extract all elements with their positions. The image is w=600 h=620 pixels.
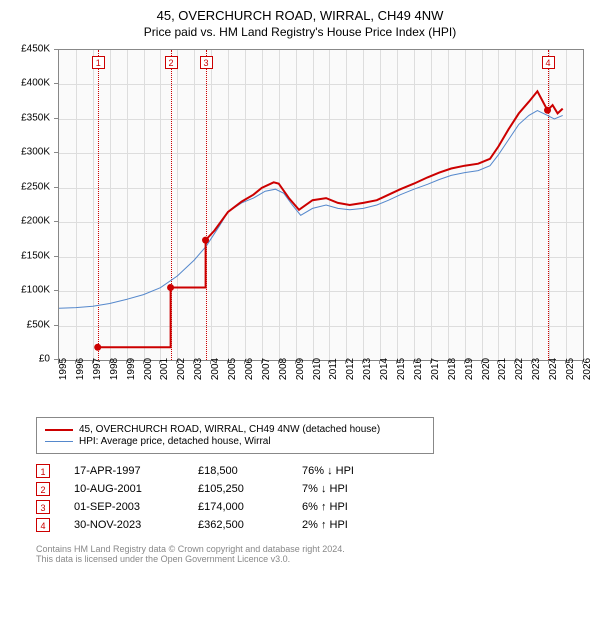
x-axis-label: 2023 (531, 358, 542, 380)
sale-row-price: £105,250 (198, 483, 278, 495)
sale-row: 2 10-AUG-2001 £105,250 7% ↓ HPI (36, 482, 592, 496)
sale-row-pct-vs-hpi: 76% ↓ HPI (302, 465, 392, 477)
x-axis-label: 2021 (497, 358, 508, 380)
legend-swatch (45, 429, 73, 431)
sale-row: 4 30-NOV-2023 £362,500 2% ↑ HPI (36, 518, 592, 532)
sale-row-date: 30-NOV-2023 (74, 519, 174, 531)
x-axis-label: 2019 (464, 358, 475, 380)
y-axis-label: £200K (21, 216, 50, 227)
y-axis-label: £300K (21, 147, 50, 158)
x-axis-label: 2016 (413, 358, 424, 380)
legend-label: HPI: Average price, detached house, Wirr… (79, 436, 271, 447)
x-axis-label: 2024 (548, 358, 559, 380)
chart-subtitle: Price paid vs. HM Land Registry's House … (8, 25, 592, 39)
chart-area: 1234 £0 £50K £100K £150K £200K £250K £300K £350… (10, 49, 590, 409)
sale-point-dot (544, 107, 551, 114)
x-axis-label: 2010 (312, 358, 323, 380)
legend-box: 45, OVERCHURCH ROAD, WIRRAL, CH49 4NW (d… (36, 417, 434, 454)
x-axis-label: 2014 (379, 358, 390, 380)
x-axis-label: 2018 (447, 358, 458, 380)
x-axis-label: 2015 (396, 358, 407, 380)
x-axis-label: 2009 (295, 358, 306, 380)
sale-row-pct-vs-hpi: 2% ↑ HPI (302, 519, 392, 531)
x-axis-label: 1998 (109, 358, 120, 380)
x-axis-label: 2005 (227, 358, 238, 380)
y-axis-label: £0 (39, 354, 50, 365)
x-axis-label: 2000 (143, 358, 154, 380)
sale-row-marker: 4 (36, 518, 50, 532)
x-axis-label: 2008 (278, 358, 289, 380)
x-axis-label: 2004 (210, 358, 221, 380)
sale-row-price: £174,000 (198, 501, 278, 513)
sale-row: 3 01-SEP-2003 £174,000 6% ↑ HPI (36, 500, 592, 514)
sale-point-dot (94, 344, 101, 351)
x-axis-label: 1997 (92, 358, 103, 380)
x-axis-label: 2020 (481, 358, 492, 380)
sale-row-price: £362,500 (198, 519, 278, 531)
sale-row-pct-vs-hpi: 6% ↑ HPI (302, 501, 392, 513)
sale-row-marker: 3 (36, 500, 50, 514)
footer-line-2: This data is licensed under the Open Gov… (36, 554, 592, 564)
footer-line-1: Contains HM Land Registry data © Crown c… (36, 544, 592, 554)
y-axis-label: £350K (21, 112, 50, 123)
sale-point-dot (202, 237, 209, 244)
x-axis-label: 2022 (514, 358, 525, 380)
x-axis-label: 1996 (75, 358, 86, 380)
x-axis-label: 1999 (126, 358, 137, 380)
legend-label: 45, OVERCHURCH ROAD, WIRRAL, CH49 4NW (d… (79, 424, 380, 435)
series-price_paid (98, 91, 563, 347)
x-axis-label: 2013 (362, 358, 373, 380)
chart-title: 45, OVERCHURCH ROAD, WIRRAL, CH49 4NW (8, 8, 592, 23)
plot-area: 1234 (58, 49, 584, 361)
y-axis-label: £250K (21, 181, 50, 192)
legend-swatch (45, 441, 73, 442)
sale-row-pct-vs-hpi: 7% ↓ HPI (302, 483, 392, 495)
y-axis-label: £450K (21, 44, 50, 55)
series-hpi (59, 111, 563, 309)
x-axis-label: 2002 (176, 358, 187, 380)
sale-row-marker: 2 (36, 482, 50, 496)
sale-row-marker: 1 (36, 464, 50, 478)
footer-attribution: Contains HM Land Registry data © Crown c… (36, 544, 592, 564)
x-axis-label: 2011 (328, 358, 339, 380)
sale-row-date: 01-SEP-2003 (74, 501, 174, 513)
legend-item: 45, OVERCHURCH ROAD, WIRRAL, CH49 4NW (d… (45, 424, 425, 435)
y-axis-label: £100K (21, 285, 50, 296)
x-axis-label: 2001 (159, 358, 170, 380)
x-axis-label: 2006 (244, 358, 255, 380)
sale-point-dot (167, 284, 174, 291)
sale-row: 1 17-APR-1997 £18,500 76% ↓ HPI (36, 464, 592, 478)
x-axis-label: 2003 (193, 358, 204, 380)
y-axis-label: £150K (21, 250, 50, 261)
sale-row-date: 10-AUG-2001 (74, 483, 174, 495)
x-axis-label: 1995 (58, 358, 69, 380)
x-axis-label: 2026 (582, 358, 593, 380)
sale-row-price: £18,500 (198, 465, 278, 477)
x-axis-label: 2017 (430, 358, 441, 380)
x-axis-label: 2025 (565, 358, 576, 380)
legend-item: HPI: Average price, detached house, Wirr… (45, 436, 425, 447)
y-axis-label: £400K (21, 78, 50, 89)
y-axis-label: £50K (27, 319, 50, 330)
sale-row-date: 17-APR-1997 (74, 465, 174, 477)
x-axis-label: 2012 (345, 358, 356, 380)
x-axis-label: 2007 (261, 358, 272, 380)
sales-table: 1 17-APR-1997 £18,500 76% ↓ HPI 2 10-AUG-2001… (36, 464, 592, 532)
